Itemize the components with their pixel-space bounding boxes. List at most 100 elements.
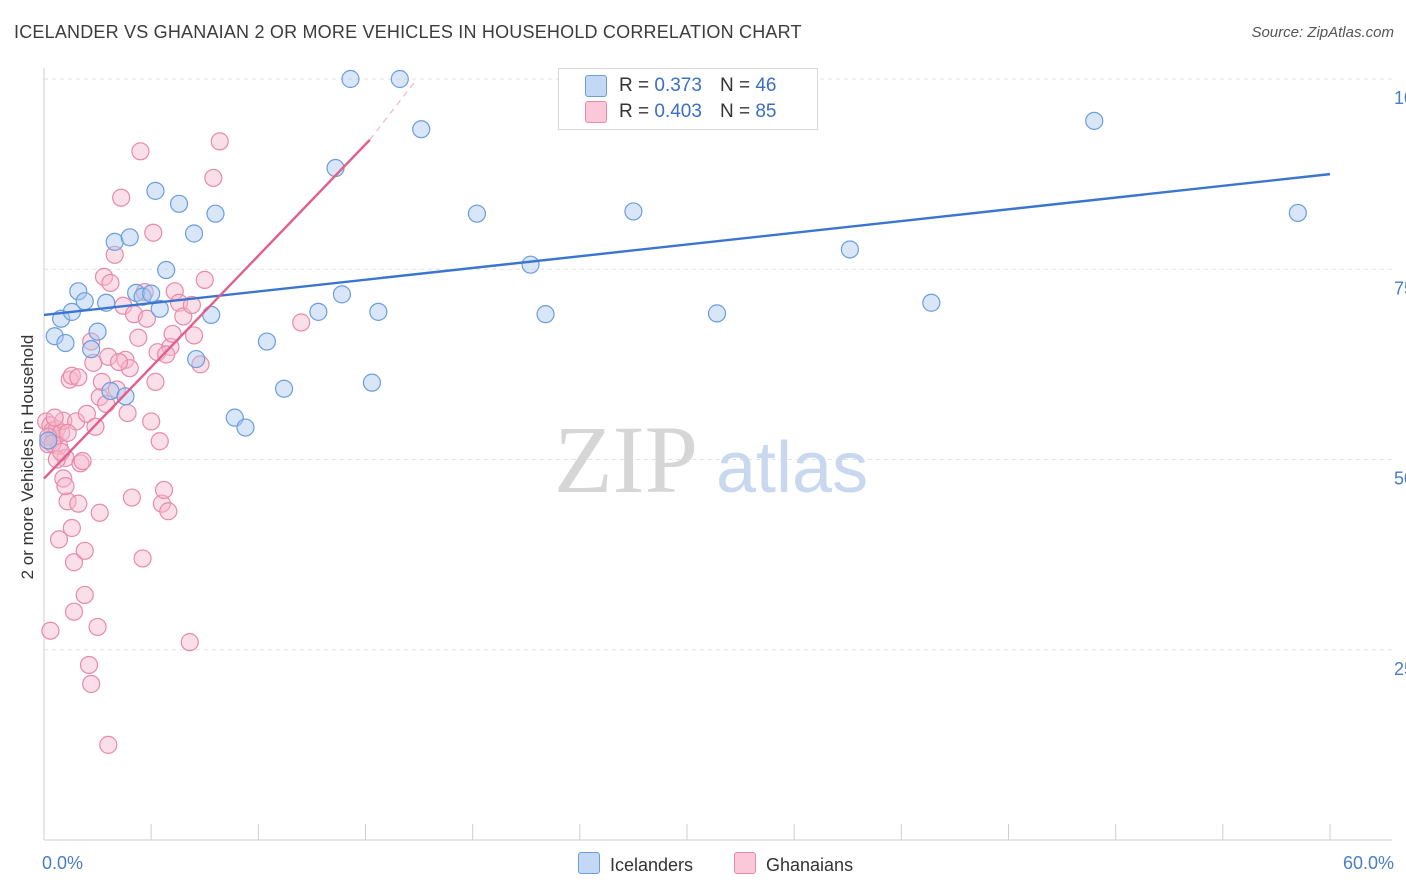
ghanaian-point [112, 188, 131, 207]
n-value: 46 [755, 75, 777, 97]
icelander-point [206, 204, 225, 223]
icelander-point [536, 305, 555, 324]
ghanaian-point [154, 480, 174, 500]
chart-title: ICELANDER VS GHANAIAN 2 OR MORE VEHICLES… [14, 22, 802, 42]
legend-label-ghanaians: Ghanaians [766, 855, 854, 875]
icelanders-swatch [585, 75, 607, 97]
n-label: N = [719, 101, 751, 123]
icelander-point [45, 327, 64, 346]
ghanaian-point [82, 674, 101, 694]
icelander-point [840, 240, 859, 259]
icelander-point [390, 69, 409, 89]
ghanaians-swatch [585, 101, 607, 123]
icelander-point [187, 349, 206, 369]
icelander-point [150, 299, 169, 318]
y-tick-label: 50.0% [1394, 469, 1406, 489]
ghanaian-point [45, 408, 64, 427]
ghanaian-point [159, 502, 178, 521]
icelander-point [341, 69, 360, 89]
gridlines [44, 78, 1392, 651]
ghanaian-point [62, 518, 81, 538]
ghanaian-point [41, 621, 60, 640]
ghanaian-point [195, 270, 214, 290]
ghanaian-trend-extension [369, 78, 418, 141]
ghanaian-point [69, 494, 88, 513]
ghanaian-point [71, 454, 90, 473]
icelander-point [202, 305, 221, 325]
ghanaian-point [75, 585, 94, 605]
legend-label-icelanders: Icelanders [610, 855, 694, 875]
icelander-point [412, 120, 431, 139]
icelander-point [39, 431, 58, 450]
icelander-point [105, 232, 124, 251]
ghanaian-point [82, 332, 101, 351]
icelander-point [624, 202, 643, 221]
legend-row-ghanaians: R = 0.403 N = 85 [585, 101, 776, 125]
ghanaian-point [182, 295, 201, 315]
ghanaian-point [163, 324, 182, 344]
ghanaians-swatch [734, 852, 756, 874]
ghanaian-point [137, 309, 156, 328]
icelander-point [146, 181, 165, 200]
watermark-zip: ZIP [554, 406, 698, 513]
ghanaian-point [58, 423, 77, 442]
r-label: R = [619, 101, 650, 123]
ghanaian-point [131, 142, 150, 161]
icelander-point [82, 340, 101, 359]
ghanaian-point [118, 403, 137, 423]
ghanaian-point [105, 245, 124, 264]
legend-item-ghanaians: Ghanaians [734, 852, 853, 876]
ghanaian-point [77, 404, 96, 423]
ghanaian-point [62, 366, 81, 385]
ghanaian-point [73, 451, 92, 471]
n-label: N = [719, 75, 751, 97]
ghanaian-point [58, 492, 77, 511]
r-label: R = [619, 75, 650, 97]
icelander-point [142, 284, 161, 303]
icelander-point [332, 285, 352, 304]
ghanaian-point [210, 132, 229, 151]
watermark-atlas: atlas [716, 428, 868, 508]
icelanders-swatch [578, 852, 600, 874]
icelander-point [88, 322, 107, 341]
icelander-point [707, 304, 727, 323]
ghanaian-point [49, 530, 69, 549]
icelander-point [309, 302, 328, 321]
ghanaian-point [99, 347, 118, 366]
ghanaian-point [101, 273, 120, 293]
icelander-point [75, 292, 94, 311]
ghanaian-point [152, 494, 171, 513]
y-axis-label: 2 or more Vehicles in Household [18, 335, 37, 580]
ghanaian-point [56, 477, 75, 496]
ghanaian-point [120, 359, 139, 378]
icelander-point [1085, 111, 1104, 130]
icelander-point [169, 194, 189, 213]
legend-item-icelanders: Icelanders [578, 852, 693, 876]
x-tick-label: 0.0% [42, 853, 83, 873]
ghanaian-point [69, 368, 88, 387]
y-tick-label: 100.0% [1394, 88, 1406, 108]
icelander-point [369, 302, 388, 321]
ghanaian-point [150, 432, 169, 451]
r-value: 0.403 [654, 101, 702, 123]
icelander-point [521, 255, 540, 274]
ghanaian-point [64, 553, 84, 572]
ghanaian-point [129, 328, 148, 347]
ghanaian-point [54, 469, 73, 488]
icelander-point [184, 224, 204, 243]
r-value: 0.373 [654, 75, 702, 97]
icelander-point [467, 204, 487, 223]
ghanaian-point [90, 387, 109, 407]
legend-row-icelanders: R = 0.373 N = 46 [585, 75, 776, 99]
icelander-point [922, 293, 941, 312]
n-value: 85 [755, 101, 777, 123]
ghanaian-point [180, 633, 199, 652]
series-legend: Icelanders Ghanaians [0, 852, 1406, 878]
ghanaian-point [157, 345, 176, 364]
ghanaian-point [184, 326, 204, 345]
watermark: ZIP atlas [554, 406, 868, 513]
icelander-point [236, 418, 255, 437]
ghanaian-point [204, 168, 223, 188]
ghanaian-point [292, 313, 311, 332]
